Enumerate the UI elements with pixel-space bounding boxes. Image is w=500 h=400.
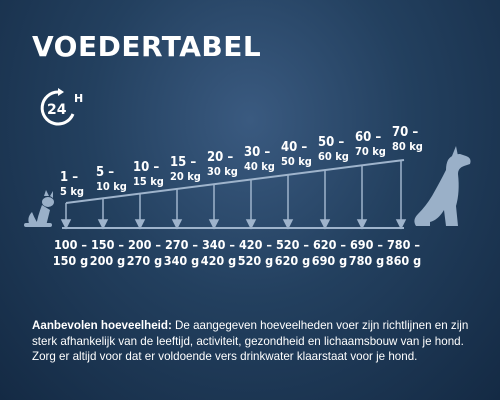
arrow-10 — [395, 160, 407, 230]
gram-amounts: 100 –150 g 150 –200 g 200 –270 g 270 –34… — [52, 237, 432, 273]
arrow-7 — [282, 174, 294, 230]
weight-label: 70 –80 kg — [392, 125, 423, 154]
weight-label: 10 –15 kg — [133, 160, 164, 189]
recommendation-label: Aanbevolen hoeveelheid: — [32, 319, 172, 332]
gram-amount: 520 –620 g — [274, 237, 311, 268]
ramp-line — [65, 159, 405, 204]
arrow-8 — [319, 170, 331, 230]
weight-label: 15 –20 kg — [170, 155, 201, 184]
weight-label: 60 –70 kg — [355, 130, 386, 159]
large-dog-icon — [414, 146, 471, 226]
page-title: VOEDERTABEL — [32, 30, 262, 63]
weight-label: 40 –50 kg — [281, 140, 312, 169]
weight-label: 30 –40 kg — [244, 145, 275, 174]
arrow-9 — [356, 165, 368, 230]
24-hour-icon: 24 — [40, 88, 75, 126]
weight-label: 50 –60 kg — [318, 135, 349, 164]
arrow-2 — [97, 198, 109, 230]
clock-number: 24 — [47, 102, 67, 118]
arrows — [60, 160, 407, 230]
small-dog-icon — [24, 190, 54, 227]
weight-label: 1 –5 kg — [60, 170, 84, 199]
gram-amount: 270 –340 g — [163, 237, 200, 268]
gram-amount: 780 –860 g — [385, 237, 422, 268]
arrow-6 — [245, 179, 257, 230]
recommendation-note: Aanbevolen hoeveelheid: De aangegeven ho… — [32, 318, 478, 365]
weight-label: 5 –10 kg — [96, 165, 127, 194]
clock-suffix: H — [74, 92, 84, 105]
gram-amount: 340 –420 g — [200, 237, 237, 268]
gram-amount: 100 –150 g — [52, 237, 89, 268]
arrow-1 — [60, 203, 72, 230]
gram-amount: 200 –270 g — [126, 237, 163, 268]
gram-amount: 690 –780 g — [348, 237, 385, 268]
recommendation-text: De aangegeven hoeveelheden voer zijn ric… — [32, 319, 469, 363]
arrow-3 — [134, 193, 146, 230]
arrow-4 — [171, 189, 183, 230]
arrow-5 — [208, 184, 220, 230]
gram-amount: 620 –690 g — [311, 237, 348, 268]
gram-amount: 150 –200 g — [89, 237, 126, 268]
gram-amount: 420 –520 g — [237, 237, 274, 268]
weight-label: 20 –30 kg — [207, 150, 238, 179]
